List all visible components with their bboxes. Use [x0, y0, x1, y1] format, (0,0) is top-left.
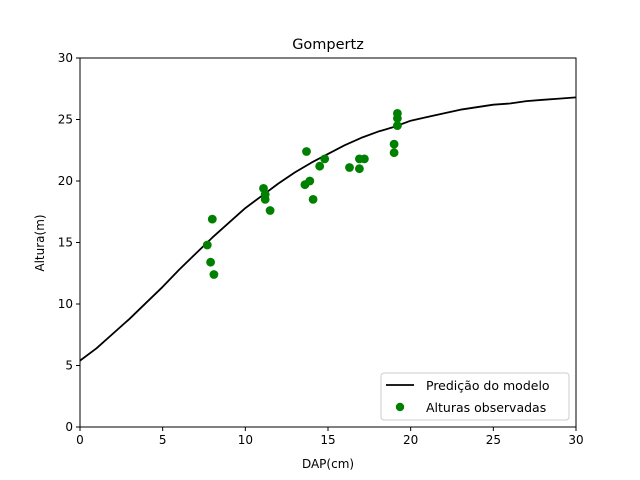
x-tick-label: 0: [76, 433, 84, 447]
observed-point: [202, 240, 212, 250]
x-tick-label: 20: [403, 433, 418, 447]
y-tick-label: 0: [65, 420, 73, 434]
y-tick-label: 10: [58, 297, 73, 311]
legend: Predição do modelo Alturas observadas: [380, 372, 570, 421]
y-tick-label: 30: [58, 51, 73, 65]
observed-point: [265, 206, 275, 215]
x-axis: 0 5 10 15 20 25 30: [76, 427, 584, 447]
observed-point: [320, 154, 330, 164]
x-tick-label: 15: [320, 433, 335, 447]
legend-label-observed: Alturas observadas: [426, 400, 546, 415]
x-tick-label: 10: [238, 433, 253, 447]
prediction-curve: [80, 96, 576, 362]
y-tick-label: 25: [58, 113, 73, 127]
y-tick-label: 20: [58, 174, 73, 188]
x-tick-label: 25: [486, 433, 501, 447]
observed-point: [302, 147, 311, 156]
plot-area: [79, 57, 577, 428]
points-layer: [202, 109, 402, 279]
observed-point: [393, 109, 402, 118]
curve-layer: [80, 96, 576, 362]
observed-point: [209, 270, 219, 279]
observed-point: [345, 163, 354, 172]
observed-point: [305, 176, 315, 186]
y-tick-label: 15: [58, 236, 73, 250]
y-tick-label: 5: [65, 359, 73, 373]
x-tick-label: 30: [568, 433, 583, 447]
observed-point: [308, 195, 318, 204]
observed-point: [315, 161, 325, 171]
observed-point: [389, 148, 399, 158]
legend-label-prediction: Predição do modelo: [426, 378, 550, 393]
observed-point: [207, 214, 217, 224]
observed-point: [206, 257, 216, 267]
observed-point: [360, 154, 369, 164]
observed-point: [355, 164, 364, 174]
chart-title: Gompertz: [292, 37, 364, 53]
observed-point: [260, 195, 270, 204]
y-axis-label: Altura(m): [33, 214, 47, 271]
x-tick-label: 5: [159, 433, 167, 447]
legend-frame: [380, 372, 570, 421]
observed-point: [389, 139, 399, 149]
y-axis: 0 5 10 15 20 25 30: [58, 51, 80, 434]
x-axis-label: DAP(cm): [302, 457, 354, 471]
observed-point: [393, 121, 402, 130]
legend-marker-swatch: [395, 402, 405, 412]
